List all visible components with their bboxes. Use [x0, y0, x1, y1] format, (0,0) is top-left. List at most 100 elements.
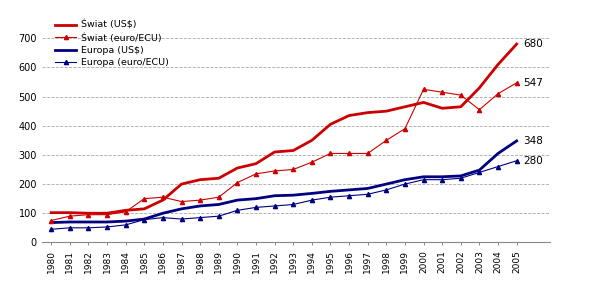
- Świat (euro/ECU): [346, 152, 353, 155]
- Europa (US$): [252, 197, 260, 201]
- Line: Świat (euro/ECU): Świat (euro/ECU): [49, 81, 518, 223]
- Europa (euro/ECU): [438, 178, 446, 181]
- Świat (US$): [215, 176, 222, 180]
- Europa (euro/ECU): [308, 198, 315, 202]
- Europa (US$): [308, 191, 315, 195]
- Europa (euro/ECU): [420, 178, 427, 181]
- Europa (US$): [197, 204, 204, 208]
- Europa (US$): [364, 187, 371, 190]
- Europa (US$): [234, 198, 241, 202]
- Europa (euro/ECU): [513, 159, 520, 162]
- Świat (US$): [438, 106, 446, 110]
- Europa (US$): [401, 178, 408, 181]
- Text: 280: 280: [523, 156, 543, 166]
- Europa (US$): [271, 194, 278, 198]
- Świat (US$): [178, 182, 185, 186]
- Świat (US$): [513, 42, 520, 46]
- Świat (euro/ECU): [271, 169, 278, 173]
- Świat (euro/ECU): [457, 93, 465, 97]
- Europa (euro/ECU): [234, 208, 241, 212]
- Europa (euro/ECU): [346, 194, 353, 198]
- Line: Świat (US$): Świat (US$): [51, 44, 517, 213]
- Europa (US$): [103, 220, 111, 224]
- Świat (US$): [476, 86, 483, 90]
- Świat (euro/ECU): [513, 81, 520, 85]
- Świat (US$): [159, 198, 166, 202]
- Europa (euro/ECU): [103, 225, 111, 229]
- Świat (euro/ECU): [103, 213, 111, 217]
- Świat (US$): [308, 138, 315, 142]
- Europa (euro/ECU): [252, 205, 260, 209]
- Świat (US$): [383, 109, 390, 113]
- Świat (US$): [141, 207, 148, 211]
- Świat (euro/ECU): [141, 197, 148, 201]
- Europa (US$): [66, 220, 74, 224]
- Europa (euro/ECU): [476, 171, 483, 174]
- Świat (US$): [401, 105, 408, 108]
- Europa (euro/ECU): [327, 195, 334, 199]
- Europa (euro/ECU): [141, 218, 148, 221]
- Europa (US$): [48, 221, 55, 225]
- Świat (US$): [457, 105, 465, 108]
- Świat (US$): [495, 63, 502, 66]
- Text: 680: 680: [523, 39, 543, 49]
- Europa (euro/ECU): [197, 216, 204, 219]
- Świat (euro/ECU): [495, 92, 502, 95]
- Europa (euro/ECU): [159, 216, 166, 219]
- Europa (US$): [457, 174, 465, 178]
- Świat (US$): [103, 211, 111, 215]
- Line: Europa (US$): Europa (US$): [51, 141, 517, 223]
- Świat (euro/ECU): [383, 138, 390, 142]
- Europa (US$): [438, 175, 446, 178]
- Świat (US$): [122, 208, 129, 212]
- Europa (euro/ECU): [401, 182, 408, 186]
- Świat (US$): [364, 111, 371, 115]
- Świat (US$): [420, 101, 427, 104]
- Europa (US$): [159, 211, 166, 215]
- Europa (US$): [141, 217, 148, 221]
- Europa (euro/ECU): [48, 228, 55, 231]
- Świat (US$): [48, 211, 55, 215]
- Text: 547: 547: [523, 78, 543, 88]
- Europa (US$): [513, 139, 520, 143]
- Europa (US$): [346, 188, 353, 192]
- Europa (US$): [178, 207, 185, 211]
- Europa (US$): [495, 152, 502, 155]
- Świat (euro/ECU): [401, 127, 408, 131]
- Świat (euro/ECU): [122, 210, 129, 214]
- Świat (euro/ECU): [48, 219, 55, 222]
- Europa (euro/ECU): [178, 217, 185, 221]
- Europa (US$): [420, 175, 427, 178]
- Europa (euro/ECU): [383, 188, 390, 192]
- Świat (euro/ECU): [252, 172, 260, 176]
- Europa (US$): [289, 193, 297, 197]
- Europa (euro/ECU): [495, 165, 502, 168]
- Europa (US$): [327, 190, 334, 193]
- Świat (US$): [197, 178, 204, 181]
- Świat (US$): [271, 150, 278, 154]
- Świat (US$): [66, 211, 74, 215]
- Świat (US$): [289, 149, 297, 152]
- Świat (US$): [346, 114, 353, 117]
- Świat (euro/ECU): [438, 90, 446, 94]
- Europa (US$): [215, 203, 222, 206]
- Text: 348: 348: [523, 136, 543, 146]
- Europa (US$): [122, 219, 129, 223]
- Europa (euro/ECU): [457, 176, 465, 180]
- Świat (euro/ECU): [85, 213, 92, 217]
- Europa (euro/ECU): [122, 223, 129, 227]
- Świat (euro/ECU): [215, 195, 222, 199]
- Europa (euro/ECU): [364, 192, 371, 196]
- Świat (euro/ECU): [178, 200, 185, 203]
- Świat (euro/ECU): [289, 168, 297, 171]
- Świat (euro/ECU): [234, 181, 241, 185]
- Świat (euro/ECU): [66, 214, 74, 218]
- Europa (euro/ECU): [289, 203, 297, 206]
- Europa (US$): [383, 182, 390, 186]
- Świat (euro/ECU): [308, 160, 315, 164]
- Świat (US$): [252, 162, 260, 165]
- Świat (euro/ECU): [420, 88, 427, 91]
- Europa (US$): [476, 168, 483, 172]
- Europa (euro/ECU): [66, 226, 74, 230]
- Europa (euro/ECU): [85, 226, 92, 230]
